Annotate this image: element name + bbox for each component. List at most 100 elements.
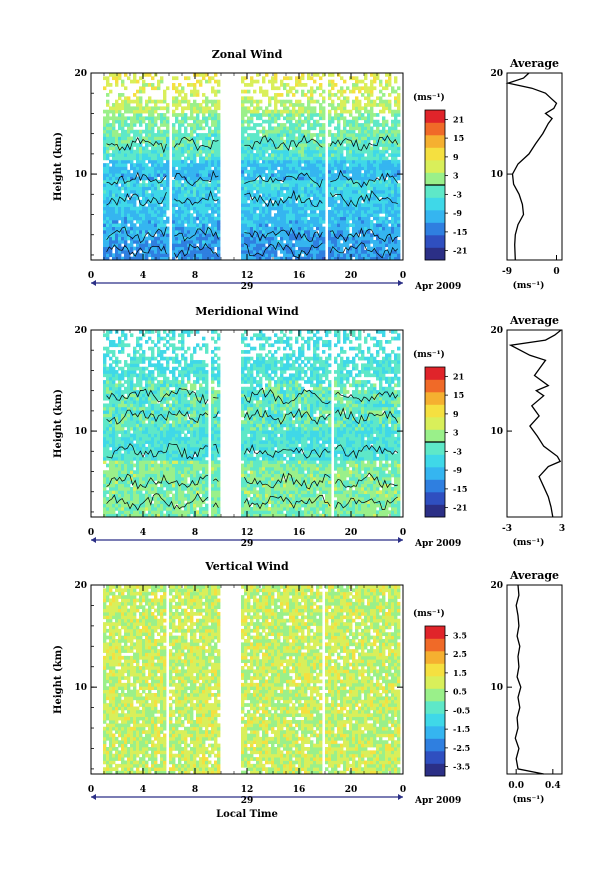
heatmap-cell (136, 393, 140, 398)
heatmap-cell (376, 249, 380, 254)
heatmap-cell (139, 106, 143, 111)
heatmap-cell (379, 166, 383, 171)
heatmap-cell (337, 146, 341, 151)
heatmap-cell (346, 213, 350, 217)
heatmap-cell (112, 139, 116, 144)
heatmap-cell (244, 176, 248, 181)
heatmap-cell (133, 493, 137, 498)
heatmap-cell (394, 229, 398, 234)
heatmap-cell (355, 86, 359, 91)
heatmap-cell (211, 179, 215, 184)
heatmap-cell (187, 193, 191, 197)
heatmap-cell (190, 146, 194, 151)
heatmap-cell (280, 199, 284, 204)
heatmap-cell (322, 136, 326, 141)
heatmap-cell (352, 169, 356, 174)
heatmap-cell (313, 176, 317, 181)
heatmap-cell (136, 340, 140, 344)
heatmap-cell (124, 249, 128, 254)
heatmap-cell (121, 156, 125, 161)
heatmap-cell (160, 119, 164, 124)
heatmap-cell (367, 183, 371, 187)
heatmap-cell (196, 126, 200, 131)
heatmap-cell (385, 103, 389, 107)
heatmap-cell (295, 209, 299, 214)
heatmap-cell (271, 196, 275, 201)
heatmap-cell (388, 129, 392, 134)
heatmap-cell (334, 156, 338, 161)
heatmap-cell (124, 213, 128, 217)
heatmap-cell (247, 136, 251, 141)
heatmap-cell (241, 243, 245, 248)
heatmap-cell (313, 243, 317, 248)
heatmap-cell (355, 226, 359, 231)
heatmap-cell (331, 216, 335, 221)
heatmap-cell (172, 166, 176, 171)
heatmap-cell (109, 223, 113, 228)
heatmap-cell (208, 206, 212, 211)
heatmap-cell (397, 239, 401, 244)
heatmap-cell (310, 179, 314, 184)
heatmap-cell (124, 406, 128, 411)
heatmap-cell (139, 123, 143, 127)
heatmap-cell (121, 480, 125, 485)
heatmap-cell (328, 176, 332, 181)
heatmap-cell (286, 119, 290, 124)
heatmap-cell (196, 249, 200, 254)
heatmap-cell (253, 99, 257, 104)
heatmap-cell (139, 156, 143, 161)
heatmap-cell (340, 86, 344, 91)
heatmap-cell (175, 249, 179, 254)
heatmap-cell (106, 380, 110, 384)
heatmap-cell (277, 123, 281, 127)
heatmap-cell (214, 99, 218, 104)
heatmap-cell (163, 153, 167, 157)
heatmap-cell (184, 186, 188, 191)
heatmap-cell (103, 390, 107, 394)
heatmap-cell (136, 196, 140, 201)
heatmap-cell (361, 146, 365, 151)
heatmap-cell (118, 126, 122, 131)
heatmap-cell (178, 203, 182, 207)
heatmap-cell (217, 79, 221, 84)
heatmap-cell (277, 179, 281, 184)
heatmap-cell (367, 153, 371, 157)
heatmap-cell (370, 119, 374, 124)
heatmap-cell (148, 173, 152, 177)
heatmap-cell (139, 216, 143, 221)
heatmap-cell (283, 253, 287, 258)
heatmap-cell (391, 143, 395, 147)
heatmap-cell (130, 486, 134, 491)
heatmap-cell (310, 203, 314, 207)
heatmap-cell (310, 89, 314, 94)
heatmap-cell (292, 166, 296, 171)
heatmap-cell (340, 209, 344, 214)
heatmap-cell (394, 193, 398, 197)
heatmap-cell (115, 383, 119, 388)
heatmap-cell (115, 209, 119, 214)
heatmap-cell (112, 116, 116, 121)
heatmap-cell (388, 243, 392, 248)
heatmap-cell (331, 159, 335, 164)
heatmap-cell (385, 83, 389, 87)
heatmap-cell (145, 103, 149, 107)
heatmap-cell (214, 89, 218, 94)
heatmap-cell (304, 256, 308, 261)
heatmap-cell (271, 206, 275, 211)
heatmap-cell (193, 139, 197, 144)
heatmap-cell (343, 103, 347, 107)
heatmap-cell (262, 129, 266, 134)
heatmap-cell (127, 480, 131, 485)
heatmap-cell (289, 246, 293, 251)
heatmap-cell (106, 506, 110, 511)
heatmap-cell (250, 159, 254, 164)
heatmap-cell (349, 233, 353, 238)
heatmap-cell (340, 93, 344, 97)
heatmap-cell (253, 219, 257, 224)
heatmap-cell (352, 176, 356, 181)
heatmap-cell (157, 239, 161, 244)
heatmap-cell (328, 96, 332, 101)
heatmap-cell (352, 83, 356, 87)
heatmap-cell (373, 226, 377, 231)
